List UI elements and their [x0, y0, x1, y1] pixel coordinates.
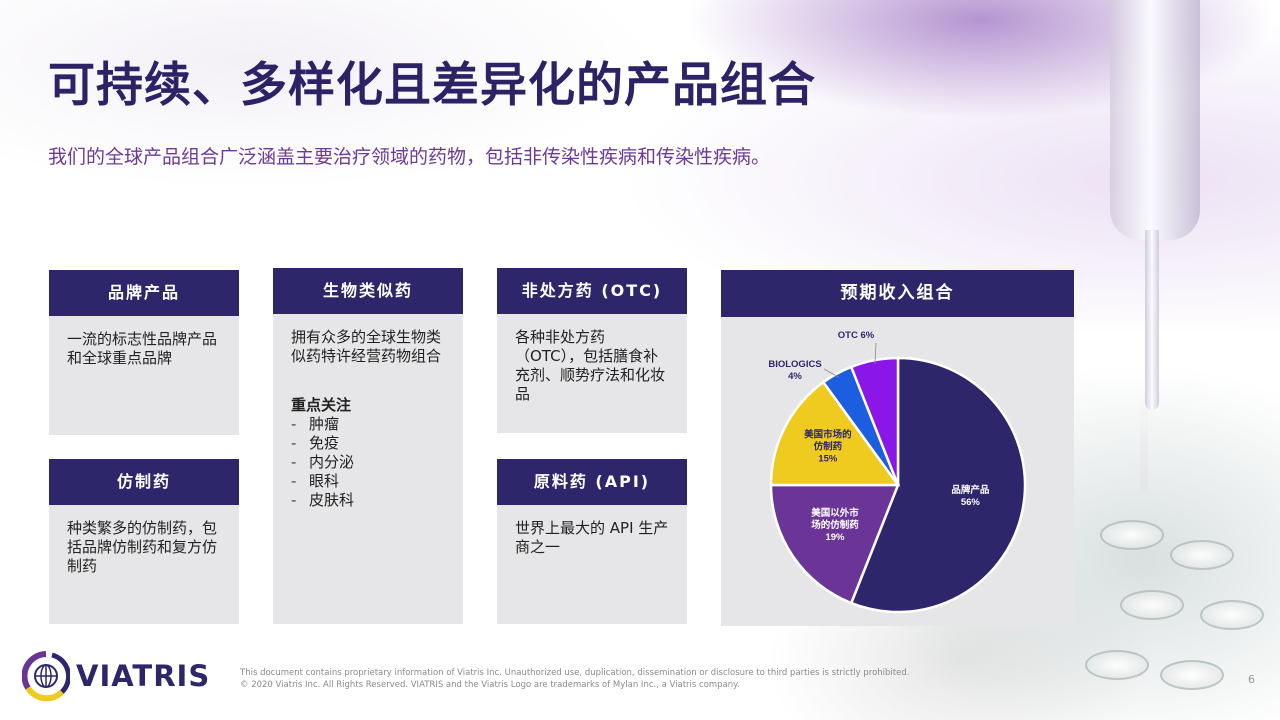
- biosimilars-body: 拥有众多的全球生物类似药特许经营药物组合: [291, 328, 442, 365]
- focus-title: 重点关注: [291, 396, 352, 414]
- focus-item-label: 皮肤科: [309, 491, 355, 509]
- generics-card: 仿制药 种类繁多的仿制药，包括品牌仿制药和复方仿制药: [49, 459, 239, 624]
- list-item: - 内分泌: [291, 453, 355, 471]
- branded-products-title: 品牌产品: [49, 270, 239, 316]
- list-item: - 肿瘤: [291, 415, 340, 433]
- page-title: 可持续、多样化且差异化的产品组合: [48, 58, 816, 113]
- vial-image: [1200, 600, 1264, 630]
- branded-products-body: 一流的标志性品牌产品和全球重点品牌: [67, 330, 218, 367]
- pie-slice: [769, 483, 900, 605]
- leader-line: [874, 342, 877, 365]
- vial-image: [1100, 520, 1164, 550]
- pipette-image: [1110, 0, 1200, 240]
- page-subtitle: 我们的全球产品组合广泛涵盖主要治疗领域的药物，包括非传染性疾病和传染性疾病。: [48, 146, 771, 168]
- page-number: 6: [1248, 673, 1255, 686]
- biosimilars-title: 生物类似药: [273, 268, 463, 314]
- copyright-line: © 2020 Viatris Inc. All Rights Reserved.…: [240, 680, 740, 690]
- legal-notice: This document contains proprietary infor…: [240, 667, 909, 691]
- leader-line: [823, 368, 839, 378]
- focus-item-label: 肿瘤: [309, 415, 340, 433]
- pie-slice: [849, 356, 1027, 614]
- viatris-logo: VIATRIS: [22, 650, 210, 702]
- otc-body: 各种非处方药（OTC），包括膳食补充剂、顺势疗法和化妆品: [515, 328, 666, 403]
- vial-image: [1170, 540, 1234, 570]
- slice-label: 美国市场的仿制药 15%: [803, 428, 852, 464]
- viatris-logo-icon: [22, 651, 70, 702]
- revenue-pie-chart: 品牌产品 56% 美国以外市场的仿制药 19% 美国市场的仿制药 15% BIOLOGICS…: [768, 330, 1027, 614]
- pie-slice: [849, 356, 900, 486]
- api-card: 原料药 (API) 世界上最大的 API 生产商之一: [497, 459, 687, 624]
- otc-title: 非处方药 (OTC): [497, 268, 687, 314]
- biosimilars-content: 拥有众多的全球生物类似药特许经营药物组合 重点关注 - 肿瘤 - 免疫 - 内分泌 -…: [273, 314, 463, 510]
- vial-image: [1085, 650, 1149, 680]
- list-item: - 眼科: [291, 472, 340, 490]
- list-item: - 免疫: [291, 434, 340, 452]
- pie-slice: [769, 380, 901, 487]
- api-title: 原料药 (API): [497, 459, 687, 505]
- vial-image: [1120, 590, 1184, 620]
- focus-item-label: 免疫: [309, 434, 340, 452]
- focus-list: - 肿瘤 - 免疫 - 内分泌 - 眼科 - 皮肤科: [291, 415, 445, 510]
- focus-item-label: 眼科: [309, 472, 340, 490]
- slice-label: 品牌产品 56%: [951, 484, 989, 508]
- slice-label: OTC 6%: [838, 330, 875, 341]
- viatris-logo-text: VIATRIS: [76, 659, 211, 693]
- focus-item-label: 内分泌: [309, 453, 355, 471]
- otc-card: 非处方药 (OTC) 各种非处方药（OTC），包括膳食补充剂、顺势疗法和化妆品: [497, 268, 687, 433]
- biosimilars-card: 生物类似药 拥有众多的全球生物类似药特许经营药物组合 重点关注 - 肿瘤 - 免疫 …: [273, 268, 463, 624]
- generics-title: 仿制药: [49, 459, 239, 505]
- revenue-mix-chart-card: 预期收入组合 品牌产品 56% 美国以外市场的仿制药 19% 美国市场的仿制药 15% BI…: [721, 270, 1074, 626]
- generics-body: 种类繁多的仿制药，包括品牌仿制药和复方仿制药: [67, 519, 218, 575]
- slice-label: BIOLOGICS 4%: [768, 359, 821, 382]
- droplet-image: [1140, 395, 1148, 495]
- vial-image: [1160, 660, 1224, 690]
- list-item: - 皮肤科: [291, 491, 355, 509]
- legal-line: This document contains proprietary infor…: [240, 668, 910, 678]
- slice-label: 美国以外市场的仿制药 19%: [810, 507, 859, 543]
- branded-products-card: 品牌产品 一流的标志性品牌产品和全球重点品牌: [49, 270, 239, 435]
- pipette-tip-image: [1145, 230, 1159, 410]
- chart-title: 预期收入组合: [721, 270, 1074, 317]
- api-body: 世界上最大的 API 生产商之一: [515, 519, 669, 556]
